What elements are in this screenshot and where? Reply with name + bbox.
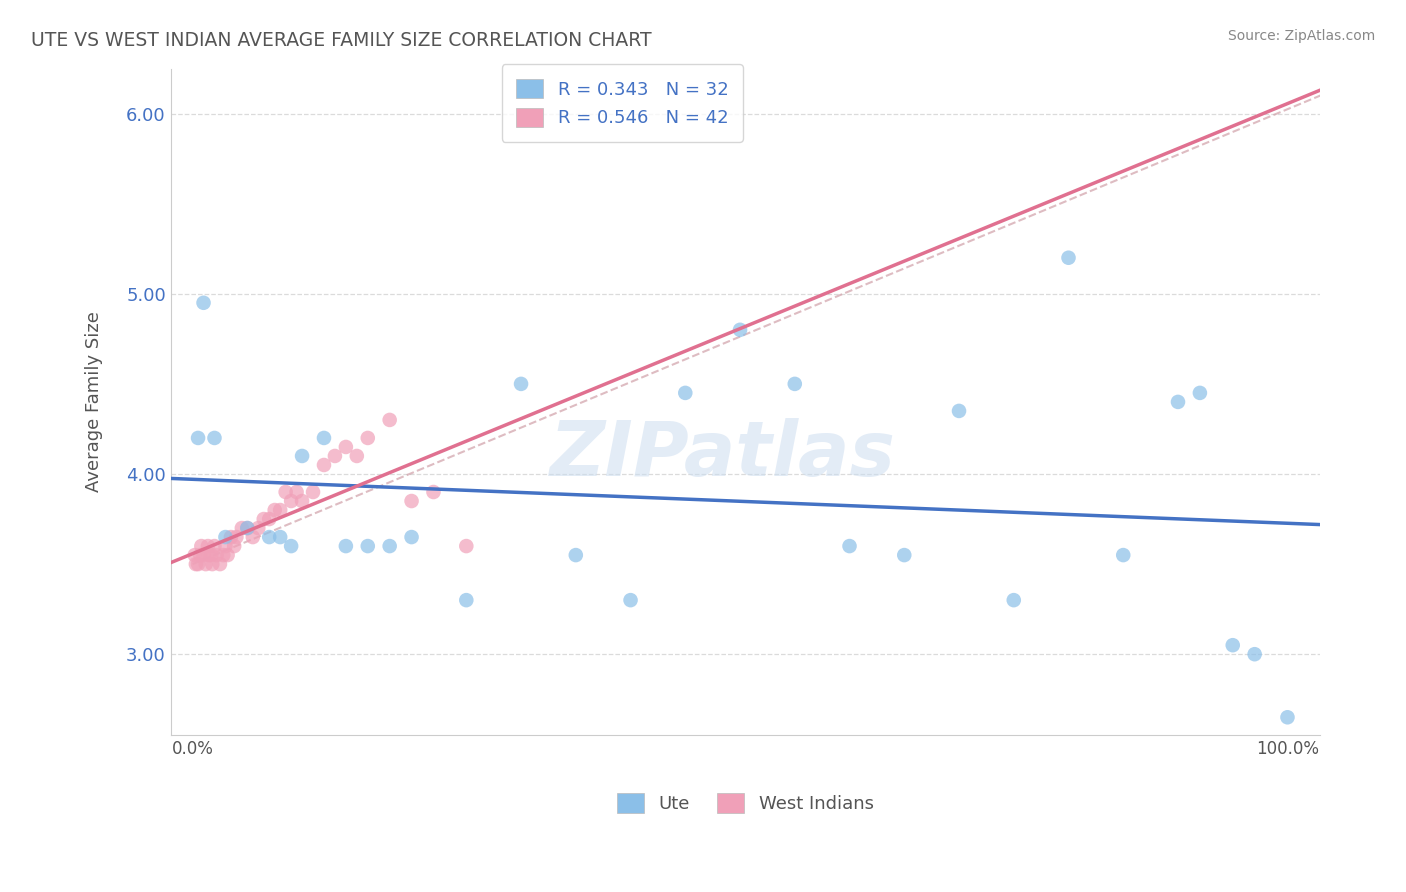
- Point: [1188, 385, 1211, 400]
- Point: [619, 593, 641, 607]
- Point: [212, 548, 235, 562]
- Point: [302, 485, 325, 500]
- Point: [291, 494, 314, 508]
- Point: [1167, 395, 1189, 409]
- Point: [187, 557, 209, 571]
- Point: [184, 548, 207, 562]
- Text: Average Family Size: Average Family Size: [86, 311, 103, 492]
- Point: [335, 539, 357, 553]
- Point: [783, 376, 806, 391]
- Point: [1057, 251, 1080, 265]
- Point: [1277, 710, 1299, 724]
- Point: [291, 449, 314, 463]
- Point: [236, 521, 259, 535]
- Point: [357, 431, 380, 445]
- Point: [190, 539, 212, 553]
- Point: [193, 548, 215, 562]
- Point: [510, 376, 533, 391]
- Point: [197, 539, 219, 553]
- Point: [280, 494, 302, 508]
- Point: [214, 530, 236, 544]
- Point: [335, 440, 357, 454]
- Point: [1243, 647, 1265, 661]
- Point: [838, 539, 860, 553]
- Point: [184, 557, 207, 571]
- Point: [280, 539, 302, 553]
- Point: [357, 539, 380, 553]
- Point: [225, 530, 247, 544]
- Point: [242, 530, 264, 544]
- Point: [231, 521, 253, 535]
- Point: [456, 593, 478, 607]
- Point: [323, 449, 346, 463]
- Point: [728, 323, 751, 337]
- Point: [263, 503, 285, 517]
- Text: ZIPatlas: ZIPatlas: [550, 418, 896, 492]
- Point: [274, 485, 297, 500]
- Point: [224, 539, 246, 553]
- Point: [456, 539, 478, 553]
- Point: [565, 548, 588, 562]
- Point: [204, 539, 226, 553]
- Point: [285, 485, 308, 500]
- Point: [200, 548, 222, 562]
- Point: [236, 521, 259, 535]
- Text: Source: ZipAtlas.com: Source: ZipAtlas.com: [1227, 29, 1375, 43]
- Point: [422, 485, 444, 500]
- Point: [948, 404, 970, 418]
- Point: [1112, 548, 1135, 562]
- Point: [378, 539, 401, 553]
- Point: [193, 295, 215, 310]
- Point: [194, 557, 217, 571]
- Point: [201, 557, 224, 571]
- Legend: Ute, West Indians: Ute, West Indians: [609, 784, 883, 822]
- Point: [198, 548, 221, 562]
- Point: [257, 530, 280, 544]
- Point: [378, 413, 401, 427]
- Point: [217, 548, 239, 562]
- Point: [253, 512, 276, 526]
- Point: [187, 431, 209, 445]
- Point: [219, 530, 242, 544]
- Point: [269, 530, 291, 544]
- Point: [401, 530, 423, 544]
- Point: [673, 385, 696, 400]
- Point: [269, 503, 291, 517]
- Point: [312, 431, 335, 445]
- Point: [205, 548, 228, 562]
- Point: [1222, 638, 1244, 652]
- Point: [1002, 593, 1025, 607]
- Point: [208, 557, 231, 571]
- Text: UTE VS WEST INDIAN AVERAGE FAMILY SIZE CORRELATION CHART: UTE VS WEST INDIAN AVERAGE FAMILY SIZE C…: [31, 31, 651, 50]
- Point: [204, 431, 226, 445]
- Point: [188, 548, 211, 562]
- Point: [401, 494, 423, 508]
- Point: [257, 512, 280, 526]
- Point: [214, 539, 236, 553]
- Point: [346, 449, 368, 463]
- Point: [312, 458, 335, 472]
- Point: [893, 548, 915, 562]
- Point: [247, 521, 270, 535]
